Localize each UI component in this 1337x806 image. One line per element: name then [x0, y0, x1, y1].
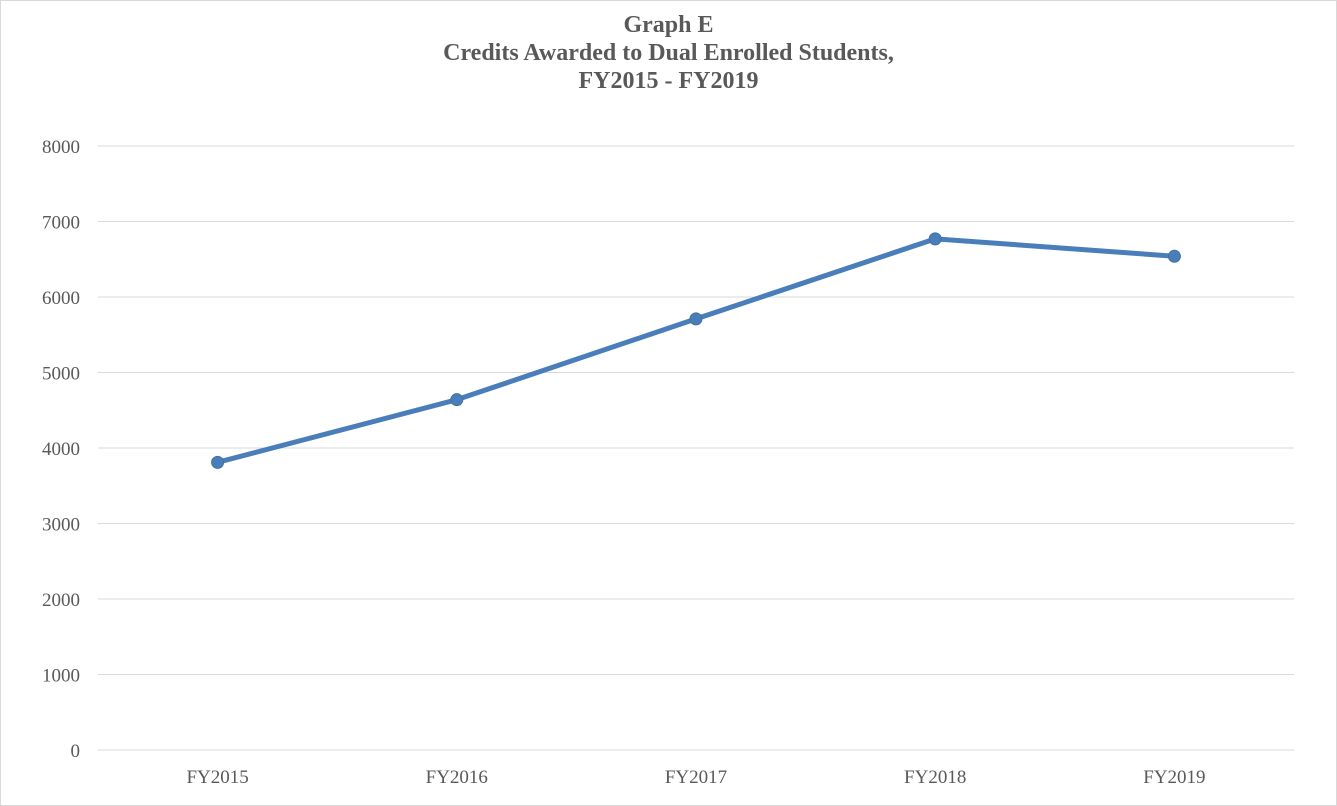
data-point-fy2017 — [689, 312, 703, 326]
data-point-fy2015 — [211, 455, 225, 469]
x-tick-label: FY2016 — [426, 767, 488, 788]
chart-title-line-2: Credits Awarded to Dual Enrolled Student… — [443, 40, 894, 66]
series-layer — [211, 232, 1181, 469]
x-tick-label: FY2017 — [665, 767, 727, 788]
x-axis-tick-labels: FY2015 FY2016 FY2017 FY2018 FY2019 — [186, 767, 1205, 788]
series-line — [215, 236, 1177, 465]
y-axis-tick-labels: 0 1000 2000 3000 4000 5000 6000 7000 8000 — [42, 137, 80, 762]
y-tick-label: 3000 — [42, 515, 80, 536]
y-tick-label: 1000 — [42, 666, 80, 687]
data-point-fy2019 — [1167, 249, 1181, 263]
x-tick-label: FY2015 — [186, 767, 248, 788]
gridlines — [98, 145, 1294, 751]
y-tick-label: 0 — [71, 741, 81, 762]
x-tick-label: FY2019 — [1143, 767, 1205, 788]
y-tick-label: 2000 — [42, 590, 80, 611]
y-tick-label: 8000 — [42, 137, 80, 158]
x-tick-label: FY2018 — [904, 767, 966, 788]
chart-title-line-3: FY2015 - FY2019 — [578, 68, 759, 94]
chart-title-line-1: Graph E — [623, 12, 714, 38]
y-tick-label: 5000 — [42, 364, 80, 385]
y-tick-label: 7000 — [42, 213, 80, 234]
data-point-fy2018 — [928, 232, 942, 246]
y-tick-label: 6000 — [42, 288, 80, 309]
y-tick-label: 4000 — [42, 439, 80, 460]
data-point-fy2016 — [450, 393, 464, 407]
chart-title: Graph E Credits Awarded to Dual Enrolled… — [1, 11, 1336, 95]
